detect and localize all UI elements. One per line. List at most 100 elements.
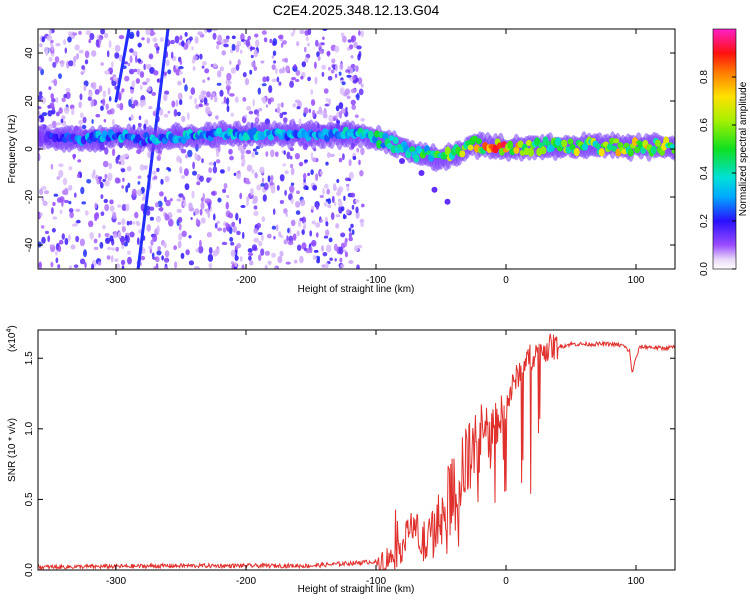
- noise-speckle: [102, 90, 107, 98]
- noise-speckle: [156, 78, 160, 83]
- noise-speckle: [146, 224, 151, 232]
- noise-speckle: [239, 49, 243, 54]
- noise-speckle: [175, 99, 179, 107]
- noise-speckle: [338, 246, 344, 255]
- noise-speckle: [121, 265, 125, 269]
- noise-speckle: [125, 234, 128, 243]
- noise-speckle: [266, 233, 272, 239]
- noise-speckle: [39, 43, 43, 48]
- noise-speckle: [331, 58, 336, 64]
- noise-speckle: [64, 47, 68, 54]
- noise-speckle: [191, 46, 194, 51]
- noise-speckle: [344, 177, 350, 182]
- noise-speckle: [58, 107, 63, 114]
- noise-speckle: [171, 100, 176, 108]
- noise-speckle: [282, 66, 285, 74]
- ridge-point: [507, 140, 514, 149]
- noise-speckle: [79, 238, 85, 247]
- noise-speckle: [135, 55, 138, 63]
- noise-speckle: [39, 91, 43, 96]
- noise-speckle: [322, 252, 328, 257]
- noise-speckle: [339, 257, 343, 263]
- noise-speckle: [114, 52, 120, 59]
- ridge-point: [267, 133, 274, 141]
- noise-speckle: [199, 53, 203, 60]
- noise-speckle: [340, 232, 346, 238]
- noise-speckle: [270, 149, 275, 158]
- noise-speckle: [281, 111, 288, 115]
- noise-speckle: [244, 114, 248, 119]
- noise-speckle: [121, 204, 127, 211]
- noise-speckle: [354, 199, 360, 203]
- noise-speckle: [231, 35, 236, 40]
- noise-speckle: [357, 77, 363, 85]
- noise-speckle: [287, 240, 294, 246]
- noise-speckle: [296, 106, 301, 110]
- noise-speckle: [56, 111, 60, 117]
- noise-speckle: [315, 39, 319, 47]
- noise-speckle: [72, 153, 76, 160]
- noise-speckle: [238, 217, 242, 225]
- noise-speckle: [51, 43, 54, 52]
- noise-speckle: [142, 191, 146, 198]
- noise-speckle: [227, 166, 231, 172]
- noise-speckle: [111, 61, 114, 69]
- noise-speckle: [334, 45, 340, 53]
- noise-speckle: [217, 227, 223, 232]
- noise-speckle: [127, 182, 131, 188]
- noise-speckle: [212, 29, 218, 32]
- noise-speckle: [48, 86, 52, 90]
- noise-speckle: [169, 198, 173, 202]
- noise-speckle: [264, 264, 268, 269]
- branch-point: [444, 198, 451, 205]
- noise-speckle: [82, 116, 87, 124]
- noise-speckle: [303, 173, 307, 180]
- noise-speckle: [337, 187, 342, 195]
- ridge-point: [561, 139, 568, 148]
- snr-series-line: [38, 333, 675, 570]
- noise-speckle: [338, 157, 343, 163]
- noise-speckle: [195, 104, 200, 110]
- noise-speckle: [311, 157, 317, 163]
- noise-speckle: [225, 222, 229, 228]
- branch-point: [418, 170, 425, 176]
- noise-speckle: [275, 224, 279, 232]
- noise-speckle: [142, 81, 148, 86]
- noise-speckle: [327, 198, 332, 205]
- noise-speckle: [129, 48, 134, 53]
- noise-speckle: [296, 190, 300, 194]
- noise-speckle: [164, 266, 168, 269]
- noise-speckle: [120, 259, 126, 265]
- noise-speckle: [56, 122, 61, 126]
- noise-speckle: [307, 29, 312, 36]
- noise-speckle: [295, 201, 301, 208]
- noise-speckle: [230, 241, 235, 246]
- noise-speckle: [153, 175, 158, 180]
- noise-speckle: [187, 112, 190, 120]
- noise-speckle: [347, 39, 352, 43]
- noise-speckle: [180, 252, 185, 259]
- noise-speckle: [185, 154, 189, 159]
- noise-speckle: [292, 103, 297, 108]
- noise-speckle: [356, 93, 360, 101]
- noise-speckle: [136, 68, 141, 75]
- noise-speckle: [226, 97, 230, 106]
- noise-speckle: [71, 108, 75, 116]
- noise-speckle: [86, 179, 92, 184]
- noise-speckle: [332, 185, 337, 191]
- noise-speckle: [97, 261, 102, 266]
- noise-speckle: [261, 177, 265, 183]
- noise-speckle: [58, 170, 64, 178]
- noise-speckle: [262, 194, 267, 202]
- noise-speckle: [298, 161, 304, 167]
- noise-speckle: [177, 216, 183, 223]
- noise-speckle: [114, 44, 121, 53]
- noise-speckle: [253, 237, 259, 243]
- noise-speckle: [328, 98, 331, 106]
- noise-speckle: [228, 80, 232, 85]
- noise-speckle: [283, 117, 288, 123]
- noise-speckle: [84, 59, 89, 65]
- noise-speckle: [42, 200, 48, 207]
- noise-speckle: [255, 146, 260, 150]
- noise-speckle: [48, 56, 53, 62]
